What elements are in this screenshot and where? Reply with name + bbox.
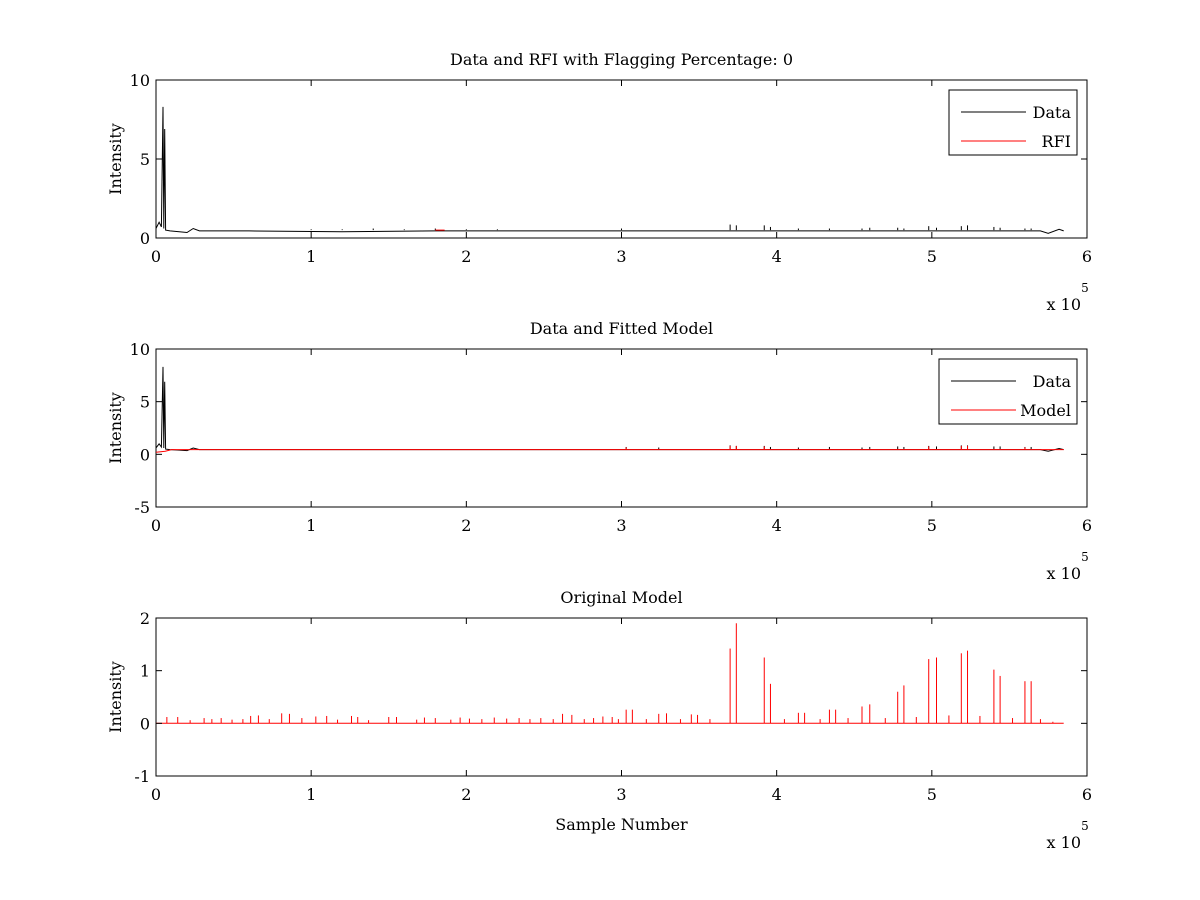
legend: Data RFI [948,89,1078,156]
x-tick-label: 3 [616,516,626,535]
legend-box [948,89,1078,156]
data-layer [156,623,1064,724]
y-tick-label: 2 [140,609,150,628]
x-exponent-label: x 10 [1047,295,1081,314]
x-exponent-label: x 10 [1047,833,1081,852]
plot-area [155,79,1088,239]
y-tick-label: 0 [140,229,150,248]
y-tick-label: 1 [140,662,150,681]
y-tick-label: -1 [134,767,150,786]
x-tick-label: 3 [616,785,626,804]
y-axis-label: Intensity [106,392,125,464]
legend-label: Model [1020,401,1071,420]
x-axis-label: Sample Number [555,815,688,834]
x-tick-label: 4 [772,516,782,535]
x-tick-label: 4 [772,247,782,266]
x-tick-label: 5 [927,247,937,266]
y-tick-label: 5 [140,393,150,412]
x-tick-label: 2 [461,785,471,804]
x-tick-label: 2 [461,247,471,266]
legend-box [938,358,1078,425]
x-tick-label: 0 [151,785,161,804]
chart-title: Data and Fitted Model [530,319,713,338]
data-layer [156,366,1064,453]
x-tick-label: 4 [772,785,782,804]
series-model-line [156,623,1064,724]
x-tick-label: 1 [306,247,316,266]
y-tick-label: 0 [140,714,150,733]
x-exponent-power: 5 [1081,281,1089,295]
y-axis-label: Intensity [106,661,125,733]
legend-label: Data [1033,372,1072,391]
x-tick-label: 6 [1082,247,1092,266]
plot-area [155,617,1088,777]
series-path [156,106,1064,234]
x-exponent-label: x 10 [1047,564,1081,583]
y-tick-label: -5 [134,498,150,517]
legend-label: Data [1033,103,1072,122]
chart-title: Original Model [560,588,682,607]
y-tick-label: 0 [140,445,150,464]
x-tick-label: 0 [151,516,161,535]
legend: Data Model [938,358,1078,425]
x-tick-label: 6 [1082,516,1092,535]
y-tick-label: 5 [140,150,150,169]
x-tick-label: 1 [306,516,316,535]
x-tick-label: 1 [306,785,316,804]
legend-label: RFI [1042,132,1071,151]
x-exponent-power: 5 [1081,550,1089,564]
x-exponent-power: 5 [1081,819,1089,833]
y-tick-label: 10 [130,340,150,359]
y-axis-label: Intensity [106,123,125,195]
x-tick-label: 2 [461,516,471,535]
x-tick-label: 5 [927,516,937,535]
series-model-line [156,445,1064,453]
y-tick-label: 10 [130,71,150,90]
x-tick-label: 6 [1082,785,1092,804]
chart-title: Data and RFI with Flagging Percentage: 0 [450,50,793,69]
plot-area [155,348,1088,508]
x-tick-label: 5 [927,785,937,804]
x-tick-label: 3 [616,247,626,266]
x-tick-label: 0 [151,247,161,266]
series-path [156,449,1064,453]
data-layer [156,106,1064,234]
